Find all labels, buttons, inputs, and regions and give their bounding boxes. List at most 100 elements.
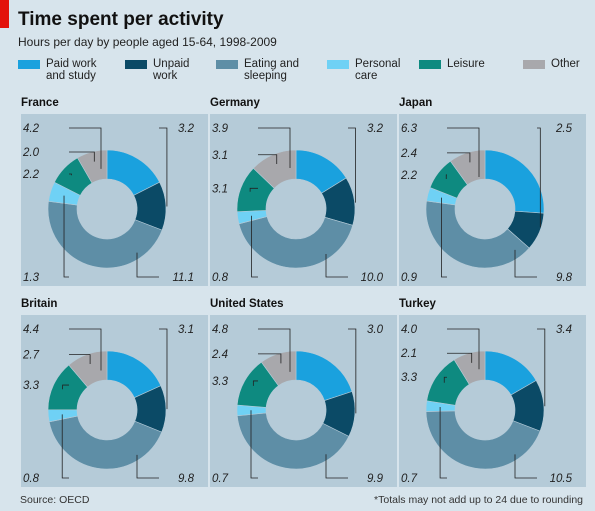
data-label-leisure: 2.2 [22, 169, 40, 181]
leader-line [249, 187, 258, 192]
donut-slice-other [261, 350, 297, 387]
leader-line [258, 154, 278, 164]
data-label-unpaid-work: 3.0 [367, 324, 384, 336]
legend: Paid work and study Unpaid work Eating and sl… [18, 58, 593, 84]
data-label-personal-care: 0.9 [401, 272, 418, 284]
legend-label: Other [551, 58, 580, 70]
donut-slice-eating-and-sleeping [238, 216, 354, 269]
panel-title: Britain [21, 298, 58, 310]
leader-line [348, 127, 356, 203]
data-label-eating-and-sleeping: 11.1 [172, 272, 194, 284]
leader-line [447, 152, 471, 163]
leader-line [258, 328, 291, 372]
leader-line [348, 328, 357, 414]
data-label-paid-work-and-study: 4.0 [401, 324, 418, 336]
leader-line [251, 215, 258, 278]
donut-slice-other [450, 149, 486, 186]
panel-france: France 4.2 3.2 11.1 1.3 2.2 2.0 [21, 97, 208, 287]
data-label-leisure: 3.3 [23, 380, 40, 392]
leader-line [250, 410, 258, 479]
legend-label: Eating and sleeping [244, 58, 299, 82]
leader-line [136, 252, 159, 278]
data-label-leisure: 3.1 [212, 183, 228, 195]
data-label-eating-and-sleeping: 9.9 [367, 473, 384, 485]
leader-line [514, 454, 537, 479]
data-label-leisure: 3.3 [212, 376, 229, 388]
donut-slice-eating-and-sleeping [425, 410, 541, 470]
data-label-leisure: 2.2 [400, 170, 418, 182]
data-label-other: 2.1 [400, 348, 417, 360]
donut-slice-eating-and-sleeping [236, 412, 350, 470]
panel-japan: Japan 6.3 2.5 9.8 0.9 2.2 2.4 [399, 97, 586, 287]
data-label-personal-care: 0.7 [212, 473, 229, 485]
leader-line [159, 127, 168, 207]
leader-line [439, 407, 447, 479]
leader-line [69, 151, 95, 162]
data-label-eating-and-sleeping: 9.8 [178, 473, 195, 485]
brand-accent-bar [0, 0, 9, 28]
data-label-other: 3.1 [212, 150, 228, 162]
donut-chart: 4.8 3.0 9.9 0.7 3.3 2.4 [211, 324, 384, 485]
data-label-other: 2.4 [211, 349, 228, 361]
donut-chart: 6.3 2.5 9.8 0.9 2.2 2.4 [400, 123, 573, 284]
donut-chart: 4.2 3.2 11.1 1.3 2.2 2.0 [22, 123, 195, 284]
data-label-personal-care: 0.8 [23, 473, 40, 485]
panel-title: Japan [399, 97, 433, 109]
data-label-eating-and-sleeping: 9.8 [556, 272, 573, 284]
leader-line [443, 376, 447, 383]
panel-title: Turkey [399, 298, 436, 310]
leader-line [62, 384, 69, 390]
leader-line [325, 253, 348, 278]
leader-line [258, 127, 291, 168]
donut-chart: 4.4 3.1 9.8 0.8 3.3 2.7 [22, 324, 195, 485]
legend-item-eating-and-sleeping: Eating and sleeping [216, 58, 299, 82]
leader-line [69, 328, 102, 371]
data-label-unpaid-work: 3.4 [556, 324, 572, 336]
legend-swatch [327, 60, 349, 69]
data-label-paid-work-and-study: 4.4 [23, 324, 39, 336]
legend-label: Unpaid work [153, 58, 190, 82]
legend-swatch [125, 60, 147, 69]
rounding-footnote: *Totals may not add up to 24 due to roun… [374, 494, 583, 506]
panel-germany: Germany 3.9 3.2 10.0 0.8 3.1 3.1 [210, 97, 397, 287]
leader-line [136, 454, 159, 479]
data-label-paid-work-and-study: 4.8 [212, 324, 229, 336]
leader-line [445, 174, 447, 180]
leader-line [447, 127, 480, 177]
data-label-eating-and-sleeping: 10.0 [361, 272, 384, 284]
data-label-unpaid-work: 3.2 [367, 123, 384, 135]
leader-line [441, 197, 447, 278]
donut-chart: 4.0 3.4 10.5 0.7 3.3 2.1 [400, 324, 573, 485]
data-label-paid-work-and-study: 4.2 [23, 123, 40, 135]
leader-line [69, 354, 91, 365]
data-label-unpaid-work: 2.5 [555, 123, 573, 135]
donut-slice-eating-and-sleeping [425, 200, 530, 269]
leader-line [447, 328, 480, 370]
leader-line [537, 127, 541, 228]
source-note: Source: OECD [20, 494, 90, 506]
data-label-leisure: 3.3 [401, 372, 418, 384]
data-label-personal-care: 0.7 [401, 473, 418, 485]
data-label-paid-work-and-study: 3.9 [212, 123, 229, 135]
legend-item-leisure: Leisure [419, 58, 485, 70]
panel-title: France [21, 97, 59, 109]
data-label-other: 2.0 [22, 147, 40, 159]
donut-chart: 3.9 3.2 10.0 0.8 3.1 3.1 [212, 123, 384, 284]
panel-title: Germany [210, 97, 260, 109]
panel-united-states: United States 4.8 3.0 9.9 0.7 3.3 2.4 [210, 298, 397, 488]
donut-slice-eating-and-sleeping [48, 415, 163, 470]
donut-slice-other [453, 350, 486, 385]
panel-title: United States [210, 298, 284, 310]
legend-item-personal-care: Personal care [327, 58, 400, 82]
data-label-unpaid-work: 3.1 [178, 324, 194, 336]
data-label-eating-and-sleeping: 10.5 [550, 473, 573, 485]
legend-swatch [419, 60, 441, 69]
leader-line [537, 328, 546, 407]
legend-label: Personal care [355, 58, 401, 82]
legend-label: Paid work and study [46, 58, 97, 82]
leader-line [61, 414, 69, 479]
legend-label: Leisure [447, 58, 485, 70]
leader-line [69, 127, 102, 169]
legend-swatch [216, 60, 238, 69]
panel-turkey: Turkey 4.0 3.4 10.5 0.7 3.3 2.1 [399, 298, 586, 488]
